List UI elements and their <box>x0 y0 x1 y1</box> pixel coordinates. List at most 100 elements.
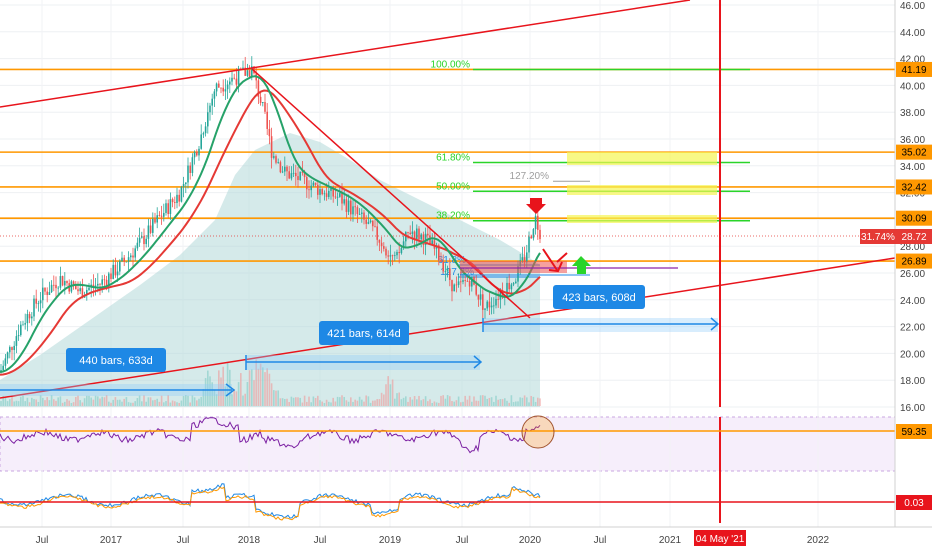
candle-body <box>270 136 273 158</box>
candle-body <box>332 186 334 197</box>
volume-bar <box>266 368 268 406</box>
volume-bar <box>66 399 68 406</box>
volume-bar <box>132 402 134 406</box>
candle-body <box>319 189 321 195</box>
volume-bar <box>147 397 150 406</box>
volume-bar <box>42 397 44 406</box>
volume-bar <box>275 390 277 406</box>
volume-bar <box>189 402 191 406</box>
candle-body <box>486 301 488 309</box>
candle-body <box>191 157 194 173</box>
bars-label-3[interactable]: 423 bars, 608d <box>553 285 645 309</box>
bars-label-1-text: 440 bars, 633d <box>79 355 152 367</box>
volume-bar <box>222 366 224 406</box>
candle-body <box>539 229 541 240</box>
candle-body <box>130 255 132 258</box>
fib-label: 127.2% <box>440 267 474 278</box>
volume-bar <box>255 359 257 406</box>
bars-label-1[interactable]: 440 bars, 633d <box>66 348 166 372</box>
volume-bar <box>4 396 7 406</box>
candle-body <box>158 215 161 217</box>
candle-body <box>394 255 396 257</box>
volume-bar <box>48 400 51 406</box>
candle-body <box>275 156 277 163</box>
volume-bar <box>246 382 249 406</box>
measure-box-2[interactable] <box>245 355 483 370</box>
candle-body <box>44 287 46 292</box>
volume-bar <box>182 396 185 406</box>
downtrend-line[interactable] <box>251 68 531 319</box>
candle-body <box>534 215 537 230</box>
candle-body <box>13 345 15 351</box>
volume-bar <box>191 395 194 406</box>
volume-bar <box>303 395 306 406</box>
volume-bar <box>270 383 273 406</box>
volume-bar <box>253 380 255 406</box>
measure-box-3[interactable] <box>482 317 720 332</box>
volume-bar <box>70 402 73 406</box>
candle-body <box>163 212 165 217</box>
volume-bar <box>235 391 238 406</box>
current-price-tag[interactable]: 31.74% 28.72 <box>0 229 932 244</box>
candle-body <box>196 151 198 156</box>
price-tick-label: 18.00 <box>900 376 925 387</box>
volume-bar <box>242 395 244 406</box>
candle-body <box>165 203 167 213</box>
candle-body <box>77 289 79 292</box>
volume-bar <box>341 395 343 406</box>
upper-trendline[interactable] <box>0 0 691 108</box>
volume-bar <box>330 402 332 406</box>
candle-body <box>105 279 108 286</box>
measure-box-1[interactable] <box>0 383 236 397</box>
candle-body <box>440 259 442 262</box>
volume-bar <box>506 400 508 406</box>
volume-bar <box>94 395 97 406</box>
volume-bar <box>374 400 376 406</box>
candle-body <box>229 81 231 85</box>
candle-body <box>284 166 286 172</box>
volume-bar <box>88 395 90 406</box>
volume-bar <box>165 401 167 406</box>
rsi-pane[interactable] <box>0 416 896 472</box>
candle-body <box>11 347 13 351</box>
candle-body <box>334 196 337 198</box>
volume-bar <box>365 395 367 406</box>
candle-body <box>215 83 218 92</box>
volume-bar <box>534 401 537 406</box>
candle-body <box>376 226 378 240</box>
volume-bar <box>46 397 48 406</box>
volume-bar <box>145 401 147 406</box>
candle-body <box>136 242 139 249</box>
volume-bar <box>398 392 400 406</box>
volume-bar <box>92 399 95 406</box>
candle-body <box>497 298 499 300</box>
candle-body <box>57 287 59 289</box>
volume-bar <box>457 396 460 406</box>
candle-body <box>35 298 37 304</box>
candle-body <box>290 173 293 179</box>
volume-bar <box>411 399 414 406</box>
volume-bar <box>306 401 308 406</box>
candle-body <box>517 266 519 282</box>
candle-body <box>301 171 304 173</box>
candle-body <box>64 280 66 286</box>
candle-body <box>174 202 176 204</box>
target-zone-1 <box>567 152 717 165</box>
candle-body <box>345 199 348 212</box>
candle-body <box>409 232 411 235</box>
bars-label-2[interactable]: 421 bars, 614d <box>319 321 409 345</box>
rsi-value-tag: 59.35 <box>896 424 932 439</box>
volume-bar <box>35 399 37 406</box>
volume-bar <box>185 395 187 406</box>
candle-body <box>209 105 211 113</box>
bars-label-2-text: 421 bars, 614d <box>327 328 400 340</box>
time-axis: Jul 2017 Jul 2018 Jul 2019 Jul 2020 Jul 2021 2022 <box>36 535 830 546</box>
volume-bar <box>449 396 451 406</box>
lower-trendline[interactable] <box>0 257 896 399</box>
price-tick-label: 24.00 <box>900 296 925 307</box>
candle-body <box>372 220 374 227</box>
candle-body <box>50 284 53 293</box>
price-tick-label: 40.00 <box>900 81 925 92</box>
volume-bar <box>490 397 493 406</box>
